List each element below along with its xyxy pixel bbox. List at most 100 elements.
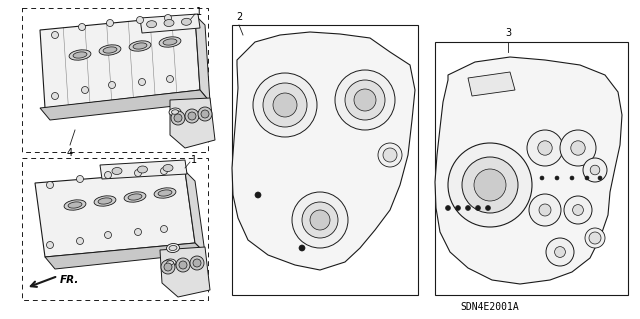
Circle shape	[555, 247, 565, 257]
Circle shape	[345, 80, 385, 120]
Circle shape	[560, 130, 596, 166]
Circle shape	[164, 14, 172, 21]
Circle shape	[590, 165, 600, 175]
Polygon shape	[45, 243, 205, 269]
Circle shape	[104, 172, 111, 179]
Circle shape	[546, 238, 574, 266]
Circle shape	[161, 226, 168, 233]
Circle shape	[188, 112, 196, 120]
Circle shape	[540, 176, 544, 180]
Circle shape	[161, 260, 175, 274]
Text: SDN4E2001A: SDN4E2001A	[461, 302, 520, 312]
Ellipse shape	[64, 200, 86, 210]
Circle shape	[47, 182, 54, 189]
Circle shape	[335, 70, 395, 130]
Circle shape	[166, 76, 173, 83]
Ellipse shape	[166, 243, 179, 253]
Polygon shape	[100, 160, 187, 179]
Polygon shape	[435, 57, 622, 284]
Ellipse shape	[169, 246, 177, 250]
Ellipse shape	[68, 202, 82, 208]
Circle shape	[47, 241, 54, 249]
Ellipse shape	[181, 18, 191, 25]
Circle shape	[164, 263, 172, 271]
Ellipse shape	[163, 39, 177, 45]
Text: FR.: FR.	[60, 275, 79, 285]
Ellipse shape	[99, 45, 121, 55]
Ellipse shape	[128, 194, 142, 200]
Circle shape	[263, 83, 307, 127]
Ellipse shape	[164, 259, 176, 267]
Circle shape	[176, 258, 190, 272]
Circle shape	[138, 78, 145, 85]
Circle shape	[310, 210, 330, 230]
Circle shape	[486, 205, 490, 211]
Circle shape	[77, 175, 83, 182]
Circle shape	[104, 232, 111, 239]
Bar	[435, 42, 628, 295]
Circle shape	[589, 232, 601, 244]
Ellipse shape	[94, 196, 116, 206]
Text: 1: 1	[196, 7, 202, 17]
Circle shape	[292, 192, 348, 248]
Ellipse shape	[133, 43, 147, 49]
Polygon shape	[40, 90, 210, 120]
Circle shape	[302, 202, 338, 238]
Ellipse shape	[158, 190, 172, 196]
Circle shape	[171, 111, 185, 125]
Circle shape	[564, 196, 592, 224]
Circle shape	[161, 167, 168, 174]
Ellipse shape	[164, 19, 174, 26]
Circle shape	[585, 228, 605, 248]
Ellipse shape	[112, 167, 122, 174]
Circle shape	[474, 169, 506, 201]
Circle shape	[134, 169, 141, 176]
Ellipse shape	[73, 52, 87, 58]
Circle shape	[193, 259, 201, 267]
Ellipse shape	[166, 261, 173, 265]
Circle shape	[134, 228, 141, 235]
Polygon shape	[160, 247, 210, 297]
Circle shape	[273, 93, 297, 117]
Ellipse shape	[163, 165, 173, 172]
Circle shape	[538, 141, 552, 155]
Circle shape	[383, 148, 397, 162]
Text: 2: 2	[236, 12, 242, 22]
Text: 3: 3	[505, 28, 511, 38]
Circle shape	[456, 205, 461, 211]
Ellipse shape	[169, 108, 181, 116]
Circle shape	[529, 194, 561, 226]
Circle shape	[527, 130, 563, 166]
Circle shape	[462, 157, 518, 213]
Ellipse shape	[172, 110, 179, 114]
Text: 4: 4	[67, 148, 73, 158]
Polygon shape	[140, 14, 200, 33]
Ellipse shape	[138, 166, 147, 173]
Circle shape	[201, 110, 209, 118]
Circle shape	[573, 204, 584, 215]
Circle shape	[445, 205, 451, 211]
Ellipse shape	[124, 192, 146, 202]
Circle shape	[190, 256, 204, 270]
Circle shape	[598, 176, 602, 180]
Bar	[22, 158, 208, 300]
Polygon shape	[195, 15, 210, 102]
Circle shape	[378, 143, 402, 167]
Circle shape	[465, 205, 470, 211]
Polygon shape	[40, 15, 200, 108]
Circle shape	[570, 176, 574, 180]
Circle shape	[539, 204, 551, 216]
Circle shape	[448, 143, 532, 227]
Circle shape	[255, 192, 261, 198]
Ellipse shape	[129, 41, 151, 51]
Ellipse shape	[159, 37, 181, 47]
Circle shape	[585, 176, 589, 180]
Circle shape	[198, 107, 212, 121]
Circle shape	[185, 109, 199, 123]
Circle shape	[253, 73, 317, 137]
Circle shape	[136, 17, 143, 24]
Circle shape	[179, 261, 187, 269]
Circle shape	[79, 24, 86, 31]
Circle shape	[109, 81, 115, 88]
Ellipse shape	[103, 47, 117, 53]
